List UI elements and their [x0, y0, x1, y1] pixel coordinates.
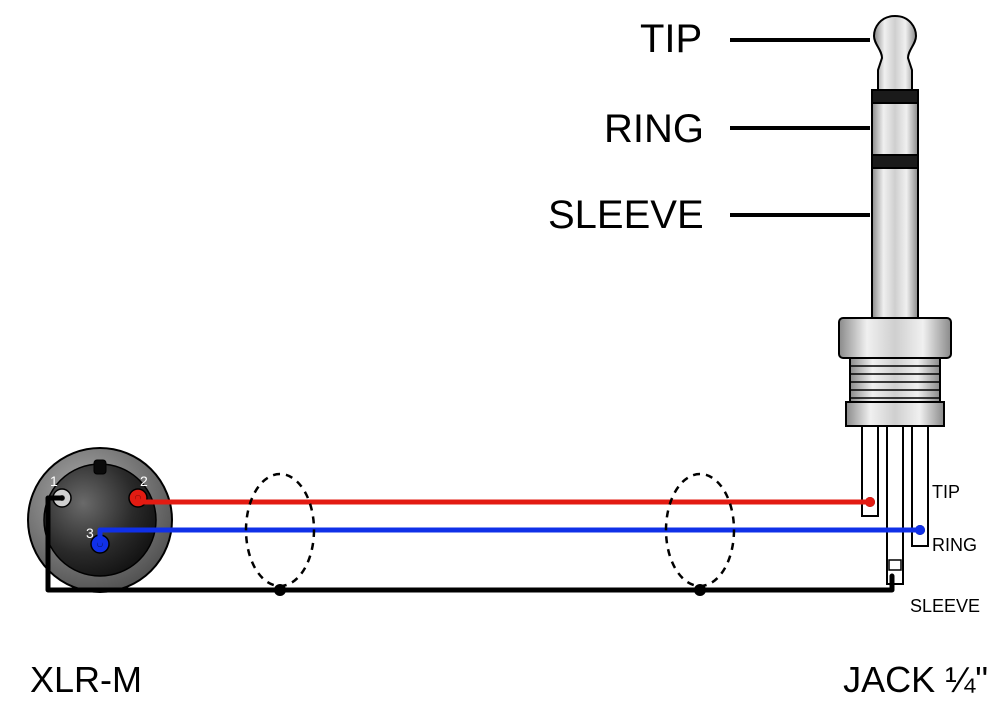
- label-jack: JACK ¼": [843, 659, 988, 700]
- jack-insulator-2: [872, 155, 918, 168]
- jack-ring-section: [872, 103, 918, 155]
- wire-tip: [138, 498, 870, 502]
- label-sleeve: SLEEVE: [548, 193, 704, 237]
- small-label-tip: TIP: [932, 482, 960, 502]
- small-label-sleeve: SLEEVE: [910, 596, 980, 616]
- callout-tip: TIP: [640, 17, 870, 61]
- label-tip: TIP: [640, 17, 702, 61]
- label-xlr: XLR-M: [30, 659, 142, 700]
- jack-sleeve-tab: [887, 426, 903, 584]
- pin1-label: 1: [50, 473, 58, 489]
- jack-sleeve-shaft: [872, 168, 918, 318]
- jack-tip: [874, 16, 916, 90]
- pin3-label: 3: [86, 525, 94, 541]
- small-label-ring: RING: [932, 535, 977, 555]
- shield-ellipse-2: [666, 474, 734, 596]
- callout-sleeve: SLEEVE: [548, 193, 870, 237]
- callout-ring: RING: [604, 107, 870, 151]
- jack-insulator-1: [872, 90, 918, 103]
- pin2-label: 2: [140, 473, 148, 489]
- label-ring: RING: [604, 107, 704, 151]
- wire-ring: [100, 530, 920, 544]
- jack-thread: [850, 358, 940, 402]
- wire-sleeve: [48, 498, 892, 590]
- jack-base: [846, 402, 944, 426]
- shield-ellipse-1: [246, 474, 314, 596]
- wiring-diagram: TIP RING SLEEVE 1 2 3: [0, 0, 1000, 713]
- jack-collar: [839, 318, 951, 358]
